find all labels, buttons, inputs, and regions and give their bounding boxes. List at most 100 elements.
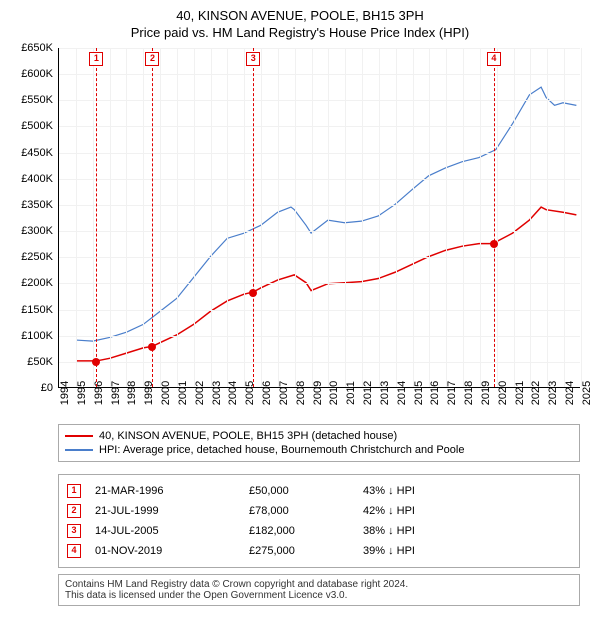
x-axis-label: 2021 — [514, 381, 526, 405]
gridline-v — [514, 48, 515, 387]
sale-date: 14-JUL-2005 — [95, 525, 235, 537]
x-axis-label: 2000 — [160, 381, 172, 405]
sale-marker-box: 3 — [246, 52, 260, 66]
y-axis-label: £0 — [41, 382, 53, 394]
gridline-h — [59, 336, 580, 337]
gridline-v — [530, 48, 531, 387]
gridline-v — [227, 48, 228, 387]
gridline-v — [581, 48, 582, 387]
sale-diff: 42% ↓ HPI — [363, 505, 415, 517]
x-axis-label: 2007 — [278, 381, 290, 405]
sale-marker-box: 4 — [487, 52, 501, 66]
gridline-h — [59, 310, 580, 311]
sale-price: £182,000 — [249, 525, 349, 537]
title-main: 40, KINSON AVENUE, POOLE, BH15 3PH — [0, 8, 600, 23]
gridline-v — [278, 48, 279, 387]
legend-box: 40, KINSON AVENUE, POOLE, BH15 3PH (deta… — [58, 424, 580, 462]
gridline-h — [59, 231, 580, 232]
y-axis-label: £450K — [21, 147, 53, 159]
gridline-v — [345, 48, 346, 387]
sale-diff: 43% ↓ HPI — [363, 485, 415, 497]
y-axis-label: £150K — [21, 304, 53, 316]
gridline-v — [362, 48, 363, 387]
x-axis-label: 2006 — [261, 381, 273, 405]
titles: 40, KINSON AVENUE, POOLE, BH15 3PH Price… — [0, 0, 600, 40]
gridline-v — [93, 48, 94, 387]
sale-number-box: 1 — [67, 484, 81, 498]
gridline-v — [312, 48, 313, 387]
x-axis-label: 2005 — [244, 381, 256, 405]
footer-line1: Contains HM Land Registry data © Crown c… — [65, 579, 573, 590]
y-axis-label: £550K — [21, 94, 53, 106]
y-axis-label: £300K — [21, 225, 53, 237]
gridline-v — [143, 48, 144, 387]
gridline-v — [446, 48, 447, 387]
sale-row: 3 14-JUL-2005 £182,000 38% ↓ HPI — [67, 521, 571, 541]
sale-date: 21-MAR-1996 — [95, 485, 235, 497]
legend-row: 40, KINSON AVENUE, POOLE, BH15 3PH (deta… — [65, 429, 573, 443]
x-axis-label: 2024 — [564, 381, 576, 405]
sale-row: 1 21-MAR-1996 £50,000 43% ↓ HPI — [67, 481, 571, 501]
gridline-v — [295, 48, 296, 387]
legend-row: HPI: Average price, detached house, Bour… — [65, 443, 573, 457]
gridline-v — [261, 48, 262, 387]
sale-marker-line — [253, 48, 254, 387]
x-axis-label: 1996 — [93, 381, 105, 405]
sale-diff: 38% ↓ HPI — [363, 525, 415, 537]
x-axis-label: 2015 — [413, 381, 425, 405]
gridline-h — [59, 179, 580, 180]
x-axis-label: 2003 — [211, 381, 223, 405]
sale-price: £78,000 — [249, 505, 349, 517]
y-axis-label: £650K — [21, 42, 53, 54]
y-axis-label: £400K — [21, 173, 53, 185]
chart-plot-area: £0£50K£100K£150K£200K£250K£300K£350K£400… — [58, 48, 580, 388]
gridline-h — [59, 100, 580, 101]
x-axis-label: 2022 — [530, 381, 542, 405]
legend-label: 40, KINSON AVENUE, POOLE, BH15 3PH (deta… — [99, 430, 397, 442]
gridline-h — [59, 205, 580, 206]
sale-marker-box: 2 — [145, 52, 159, 66]
sale-price: £50,000 — [249, 485, 349, 497]
legend-swatch — [65, 449, 93, 451]
y-axis-label: £250K — [21, 251, 53, 263]
sale-date: 01-NOV-2019 — [95, 545, 235, 557]
x-axis-label: 1997 — [110, 381, 122, 405]
x-axis-label: 2012 — [362, 381, 374, 405]
sale-marker-dot — [490, 240, 498, 248]
gridline-v — [110, 48, 111, 387]
gridline-v — [396, 48, 397, 387]
sale-diff: 39% ↓ HPI — [363, 545, 415, 557]
sale-price: £275,000 — [249, 545, 349, 557]
sale-number-box: 4 — [67, 544, 81, 558]
sale-marker-dot — [148, 343, 156, 351]
sale-number-box: 2 — [67, 504, 81, 518]
gridline-h — [59, 74, 580, 75]
gridline-h — [59, 257, 580, 258]
x-axis-label: 2008 — [295, 381, 307, 405]
gridline-h — [59, 48, 580, 49]
x-axis-label: 2023 — [547, 381, 559, 405]
gridline-v — [547, 48, 548, 387]
footer-line2: This data is licensed under the Open Gov… — [65, 590, 573, 601]
sale-marker-line — [96, 48, 97, 387]
gridline-v — [194, 48, 195, 387]
x-axis-label: 1995 — [76, 381, 88, 405]
title-sub: Price paid vs. HM Land Registry's House … — [0, 25, 600, 40]
x-axis-label: 2009 — [312, 381, 324, 405]
gridline-v — [76, 48, 77, 387]
sale-number-box: 3 — [67, 524, 81, 538]
y-axis-label: £200K — [21, 277, 53, 289]
legend-swatch — [65, 435, 93, 437]
x-axis-label: 2016 — [429, 381, 441, 405]
x-axis-label: 2004 — [227, 381, 239, 405]
gridline-v — [244, 48, 245, 387]
x-axis-label: 2020 — [497, 381, 509, 405]
x-axis-label: 2001 — [177, 381, 189, 405]
sale-marker-line — [152, 48, 153, 387]
x-axis-label: 2014 — [396, 381, 408, 405]
gridline-v — [429, 48, 430, 387]
legend-label: HPI: Average price, detached house, Bour… — [99, 444, 464, 456]
gridline-v — [480, 48, 481, 387]
x-axis-label: 2011 — [345, 381, 357, 405]
y-axis-label: £350K — [21, 199, 53, 211]
